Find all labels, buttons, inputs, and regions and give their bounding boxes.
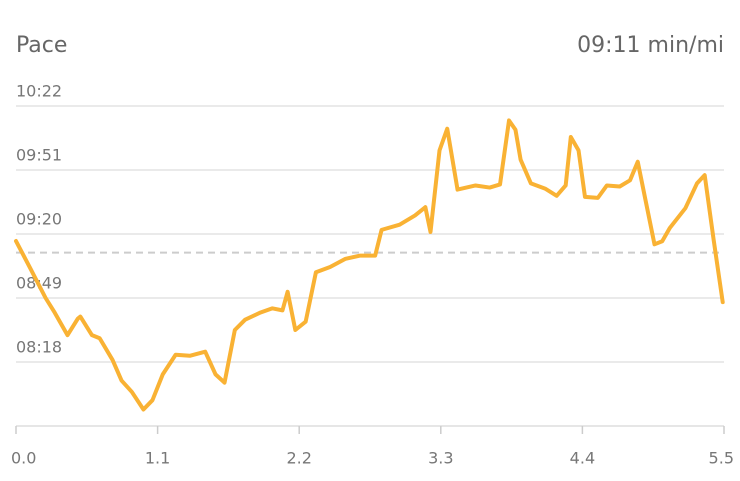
x-tick-label: 2.2 (286, 449, 311, 468)
x-tick-label: 0.0 (11, 449, 36, 468)
x-tick-label: 1.1 (145, 449, 170, 468)
y-tick-label: 09:51 (16, 146, 62, 165)
chart-title: Pace (16, 33, 67, 58)
average-pace: 09:11 min/mi (577, 33, 724, 58)
y-tick-label: 08:18 (16, 338, 62, 357)
pace-line (14, 118, 725, 412)
y-tick-label: 09:20 (16, 210, 62, 229)
x-tick-label: 5.5 (709, 449, 734, 468)
x-tick-label: 4.4 (570, 449, 595, 468)
x-tick-label: 3.3 (428, 449, 453, 468)
y-tick-label: 10:22 (16, 82, 62, 101)
